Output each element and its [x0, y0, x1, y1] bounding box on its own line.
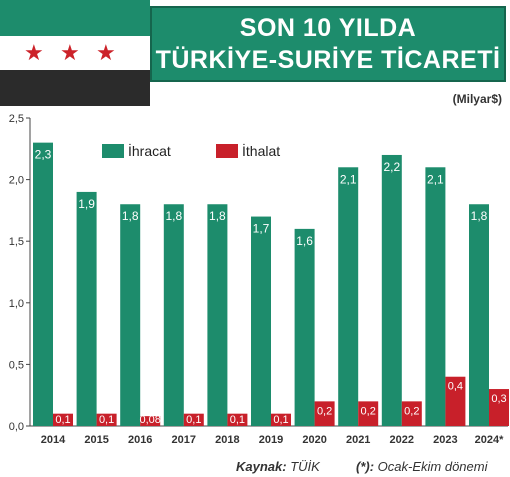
import-data-label: 0,1: [55, 414, 70, 426]
import-bar: [401, 401, 422, 426]
note-value: Ocak-Ekim dönemi: [377, 459, 488, 474]
legend-swatch-export: [102, 144, 124, 158]
export-data-label: 1,9: [78, 197, 95, 211]
export-bar: [338, 167, 359, 426]
import-bar: [489, 389, 509, 426]
x-tick-label: 2018: [215, 434, 239, 446]
page-title-line1: SON 10 YILDA: [239, 14, 417, 42]
source-label: Kaynak:: [236, 459, 287, 474]
import-data-label: 0,2: [317, 405, 332, 417]
x-tick-label: 2015: [84, 434, 108, 446]
flag-black-band: [0, 70, 150, 106]
export-data-label: 1,8: [122, 209, 139, 223]
y-tick-label: 0,0: [9, 421, 24, 433]
import-bar: [227, 413, 248, 426]
import-bar: [53, 413, 73, 426]
export-bar: [294, 228, 315, 426]
x-tick-label: 2014: [41, 434, 66, 446]
star-icon: ★: [96, 40, 116, 65]
x-tick-label: 2022: [390, 434, 414, 446]
x-tick-label: 2017: [172, 434, 196, 446]
syria-flag: ★ ★ ★: [0, 0, 150, 106]
export-bar: [469, 204, 489, 426]
export-bar: [251, 216, 271, 426]
import-data-label: 0,2: [404, 405, 419, 417]
flag-green-band: [0, 0, 150, 36]
flag-white-band: [0, 36, 150, 70]
y-tick-label: 1,0: [9, 298, 24, 310]
import-bar: [96, 413, 117, 426]
import-data-label: 0,4: [448, 381, 463, 393]
page-title-line2: TÜRKİYE-SURİYE TİCARETİ: [155, 46, 501, 74]
legend-swatch-import: [216, 144, 238, 158]
export-bar: [33, 142, 53, 426]
x-tick-label: 2023: [433, 434, 457, 446]
x-tick-label: 2024*: [475, 434, 504, 446]
export-bar: [76, 191, 97, 426]
import-data-label: 0,1: [99, 414, 114, 426]
import-bar: [183, 413, 204, 426]
x-tick-label: 2016: [128, 434, 152, 446]
x-tick-label: 2019: [259, 434, 283, 446]
export-bar: [425, 167, 446, 426]
import-data-label: 0,1: [273, 414, 288, 426]
export-bar: [207, 204, 228, 426]
import-bar: [358, 401, 379, 426]
export-data-label: 2,2: [383, 160, 400, 174]
export-bar: [163, 204, 184, 426]
export-bar: [120, 204, 141, 426]
import-bar: [140, 416, 161, 426]
import-bar: [314, 401, 335, 426]
y-tick-label: 0,5: [9, 359, 24, 371]
import-data-label: 0,1: [230, 414, 245, 426]
legend-label-import: İthalat: [242, 142, 280, 159]
export-data-label: 2,1: [427, 172, 444, 186]
export-data-label: 1,8: [209, 209, 226, 223]
import-data-label: 0,1: [186, 414, 201, 426]
export-data-label: 1,6: [296, 234, 313, 248]
footer: Kaynak: TÜİK (*): Ocak-Ekim dönemi: [0, 452, 510, 477]
export-data-label: 1,8: [471, 209, 488, 223]
period-note: (*): Ocak-Ekim dönemi: [356, 459, 487, 474]
star-icon: ★: [60, 40, 80, 65]
x-tick-label: 2020: [302, 434, 326, 446]
y-tick-label: 2,0: [9, 175, 24, 187]
header: ★ ★ ★ SON 10 YILDA TÜRKİYE-SURİYE TİCARE…: [0, 0, 510, 108]
legend-label-export: İhracat: [128, 142, 171, 159]
export-data-label: 2,1: [340, 172, 357, 186]
star-icon: ★: [24, 40, 44, 65]
export-data-label: 2,3: [35, 148, 52, 162]
import-bar: [271, 413, 291, 426]
note-label: (*):: [356, 459, 375, 474]
export-bar: [381, 154, 402, 426]
import-data-label: 0,2: [361, 405, 376, 417]
x-tick-label: 2021: [346, 434, 370, 446]
trade-chart: 0,0 0,5 1,0 1,5 2,0 2,5 2,3 0,1 2014 1,9 0,1 2015 1,…: [9, 113, 509, 446]
unit-label: (Milyar$): [452, 92, 502, 106]
source-value: TÜİK: [290, 459, 320, 474]
title-box: SON 10 YILDA TÜRKİYE-SURİYE TİCARETİ: [150, 0, 510, 106]
title-panel: SON 10 YILDA TÜRKİYE-SURİYE TİCARETİ: [150, 6, 506, 82]
y-tick-label: 1,5: [9, 236, 24, 248]
y-tick-label: 2,5: [9, 113, 24, 125]
export-data-label: 1,8: [165, 209, 182, 223]
import-bar: [445, 376, 466, 426]
source-note: Kaynak: TÜİK: [236, 459, 320, 474]
import-data-label: 0,3: [491, 393, 506, 405]
import-data-label: 0,08: [139, 414, 160, 426]
export-data-label: 1,7: [253, 222, 270, 236]
